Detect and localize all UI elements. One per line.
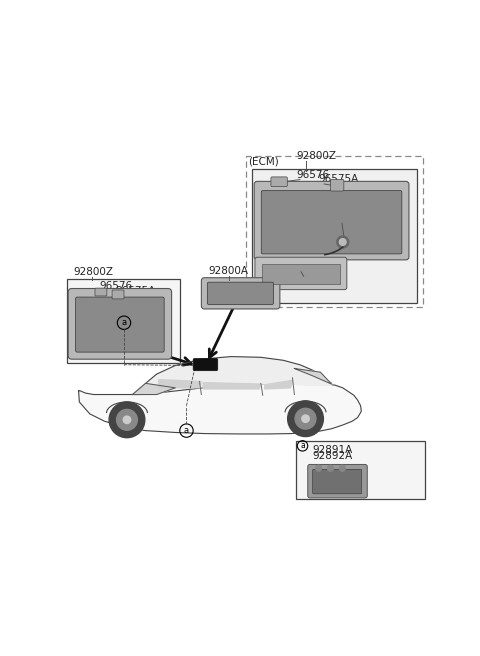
FancyBboxPatch shape	[202, 277, 280, 309]
Text: 96576: 96576	[296, 169, 329, 180]
FancyBboxPatch shape	[271, 177, 288, 186]
FancyBboxPatch shape	[68, 289, 172, 359]
FancyBboxPatch shape	[207, 282, 274, 304]
FancyBboxPatch shape	[95, 288, 107, 296]
FancyBboxPatch shape	[255, 257, 347, 289]
FancyBboxPatch shape	[262, 264, 340, 284]
FancyBboxPatch shape	[254, 181, 409, 260]
Circle shape	[302, 415, 309, 422]
Text: a: a	[184, 426, 189, 435]
Text: (ECM): (ECM)	[248, 156, 278, 167]
Text: 96575A: 96575A	[115, 286, 156, 296]
Text: 92800A: 92800A	[209, 266, 249, 276]
Bar	[67, 279, 180, 363]
Polygon shape	[264, 380, 292, 389]
Circle shape	[288, 401, 324, 436]
Text: 92800Z: 92800Z	[296, 151, 336, 161]
Circle shape	[117, 409, 137, 430]
Circle shape	[109, 402, 145, 438]
Circle shape	[315, 465, 322, 471]
Text: 96576: 96576	[99, 281, 132, 291]
FancyBboxPatch shape	[312, 469, 362, 494]
Polygon shape	[79, 382, 361, 434]
Polygon shape	[132, 383, 175, 394]
FancyBboxPatch shape	[76, 297, 164, 352]
Polygon shape	[294, 369, 332, 384]
Text: a: a	[300, 441, 305, 451]
FancyBboxPatch shape	[193, 358, 218, 371]
FancyBboxPatch shape	[261, 191, 402, 254]
Polygon shape	[132, 357, 332, 394]
Text: 92800Z: 92800Z	[73, 268, 113, 277]
Circle shape	[295, 408, 316, 429]
Text: 96730E: 96730E	[297, 262, 337, 272]
Text: 96251A: 96251A	[335, 214, 375, 224]
Bar	[252, 169, 417, 303]
Text: a: a	[121, 318, 127, 327]
Circle shape	[123, 416, 131, 424]
Circle shape	[337, 236, 348, 248]
FancyBboxPatch shape	[330, 180, 344, 191]
Circle shape	[339, 465, 345, 471]
FancyBboxPatch shape	[308, 464, 367, 498]
Circle shape	[327, 465, 334, 471]
Text: 92891A: 92891A	[312, 445, 352, 455]
Polygon shape	[158, 380, 202, 388]
Polygon shape	[203, 382, 261, 389]
Bar	[246, 156, 423, 307]
Bar	[296, 441, 425, 499]
Text: 92892A: 92892A	[312, 451, 352, 461]
Circle shape	[339, 239, 346, 245]
FancyBboxPatch shape	[112, 290, 124, 299]
Text: 96575A: 96575A	[319, 174, 359, 184]
